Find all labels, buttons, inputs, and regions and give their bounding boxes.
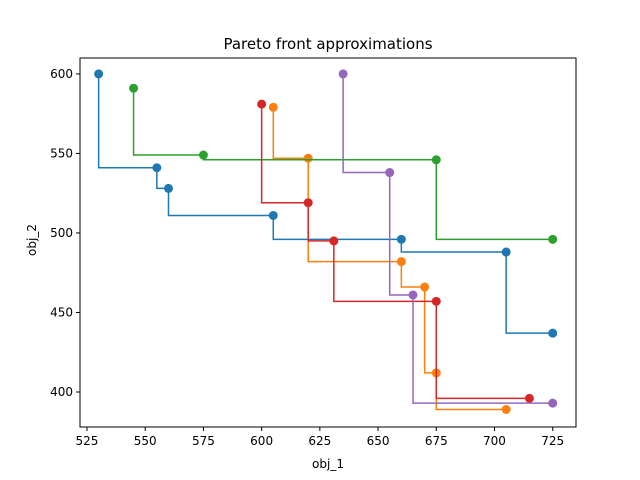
series-3-point-3 (431, 155, 441, 165)
y-tick-label: 550 (50, 146, 73, 160)
series-4-step-line (260, 104, 530, 400)
x-tick-label: 525 (76, 434, 99, 448)
y-tick-label: 400 (50, 385, 73, 399)
series-1-point-2 (152, 163, 162, 173)
series-1-step-line (97, 73, 553, 334)
series-2-point-1 (268, 102, 278, 112)
series-4-point-2 (303, 198, 313, 208)
x-tick-label: 600 (250, 434, 273, 448)
axes-frame (79, 57, 577, 428)
series-2-point-2 (303, 153, 313, 163)
x-tick-label: 700 (483, 434, 506, 448)
series-3-point-2 (198, 150, 208, 160)
series-5-point-2 (385, 168, 395, 178)
series-1-point-6 (501, 247, 511, 257)
y-axis-ticks: 400 450 500 550 600 (50, 67, 80, 399)
series-3-point-1 (129, 83, 139, 93)
series-1-point-3 (163, 183, 173, 193)
x-tick-label: 575 (192, 434, 215, 448)
chart-title: Pareto front approximations (223, 35, 432, 53)
series-3-point-4 (548, 234, 558, 244)
series-4-point-4 (431, 296, 441, 306)
series-1-point-5 (396, 234, 406, 244)
series-2-point-4 (420, 282, 430, 292)
series-5-point-3 (408, 290, 418, 300)
series-5-point-4 (548, 398, 558, 408)
series-5-point-1 (338, 69, 348, 79)
y-tick-label: 500 (50, 226, 73, 240)
x-axis-label: obj_1 (312, 457, 344, 471)
y-axis-label: obj_2 (25, 224, 39, 256)
x-axis-ticks: 525 550 575 600 625 650 675 700 725 (76, 427, 564, 448)
x-tick-label: 650 (367, 434, 390, 448)
series-5-step-line (342, 73, 553, 404)
x-tick-label: 725 (541, 434, 564, 448)
series-1-point-4 (268, 210, 278, 220)
series-1-point-7 (548, 328, 558, 338)
x-tick-label: 550 (134, 434, 157, 448)
series-1 (94, 69, 558, 338)
y-tick-label: 450 (50, 305, 73, 319)
x-tick-label: 675 (425, 434, 448, 448)
x-tick-label: 625 (308, 434, 331, 448)
series-4-point-3 (329, 236, 339, 246)
series-2-point-6 (501, 405, 511, 415)
y-tick-label: 600 (50, 67, 73, 81)
series-4 (257, 99, 534, 403)
series-3 (129, 83, 558, 244)
series-3-step-line (132, 88, 553, 241)
series-5 (338, 69, 558, 408)
series-4-point-1 (257, 99, 267, 109)
series-4-point-5 (524, 393, 534, 403)
series-1-point-1 (94, 69, 104, 79)
plot-area (79, 57, 577, 428)
series-2-point-3 (396, 257, 406, 267)
